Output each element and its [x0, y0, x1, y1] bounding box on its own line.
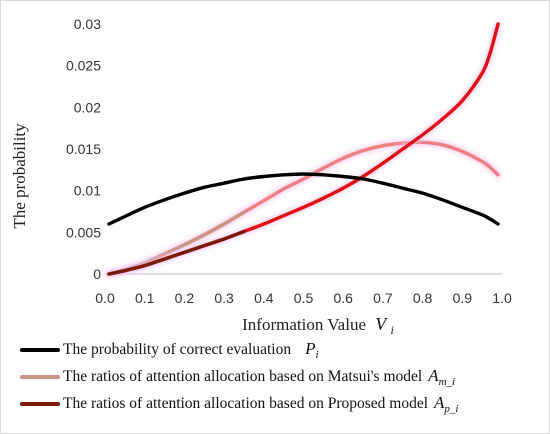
series-3-line [107, 22, 500, 276]
y-tick-label: 0.03 [74, 16, 101, 32]
legend-label-2: The ratios of attention allocation based… [63, 366, 455, 388]
x-tick-label: 0.9 [453, 290, 473, 306]
series-layer [105, 20, 502, 278]
legend-label-3: The ratios of attention allocation based… [63, 393, 458, 415]
series-1-line [107, 172, 500, 226]
legend-item-3: The ratios of attention allocation based… [20, 393, 458, 415]
x-tick-label: 0.0 [95, 290, 115, 306]
x-tick-label: 0.2 [175, 290, 195, 306]
y-tick-label: 0.005 [66, 224, 101, 240]
y-axis-ticks: 0 0.005 0.01 0.015 0.02 0.025 0.03 [66, 16, 101, 282]
legend-item-1: The probability of correct evaluation Pi [20, 339, 319, 361]
y-tick-label: 0.02 [74, 99, 101, 115]
x-tick-label: 1.0 [492, 290, 512, 306]
x-tick-label: 0.3 [214, 290, 234, 306]
x-axis-title-text: Information Value [242, 315, 366, 334]
legend: The probability of correct evaluation Pi T… [20, 339, 458, 415]
x-axis-ticks: 0.0 0.1 0.2 0.3 0.4 0.5 0.6 0.7 0.8 0.9 1.0 [95, 290, 512, 306]
x-axis-title: Information Value V i [242, 314, 394, 337]
legend-label-1: The probability of correct evaluation Pi [63, 339, 319, 361]
y-tick-label: 0.025 [66, 58, 101, 74]
x-tick-label: 0.7 [373, 290, 393, 306]
legend-item-2: The ratios of attention allocation based… [20, 366, 455, 388]
series-3-glow [105, 20, 502, 278]
y-tick-label: 0 [93, 266, 101, 282]
x-tick-label: 0.6 [333, 290, 353, 306]
x-tick-label: 0.5 [294, 290, 314, 306]
x-tick-label: 0.1 [135, 290, 155, 306]
y-tick-label: 0.01 [74, 183, 101, 199]
x-tick-label: 0.4 [254, 290, 274, 306]
x-axis-symbol: V [375, 314, 388, 334]
x-tick-label: 0.8 [413, 290, 433, 306]
y-tick-label: 0.015 [66, 141, 101, 157]
series-3-start-segment [107, 229, 246, 276]
y-axis-title: The probability [10, 123, 29, 229]
x-axis-subscript: i [391, 323, 394, 337]
